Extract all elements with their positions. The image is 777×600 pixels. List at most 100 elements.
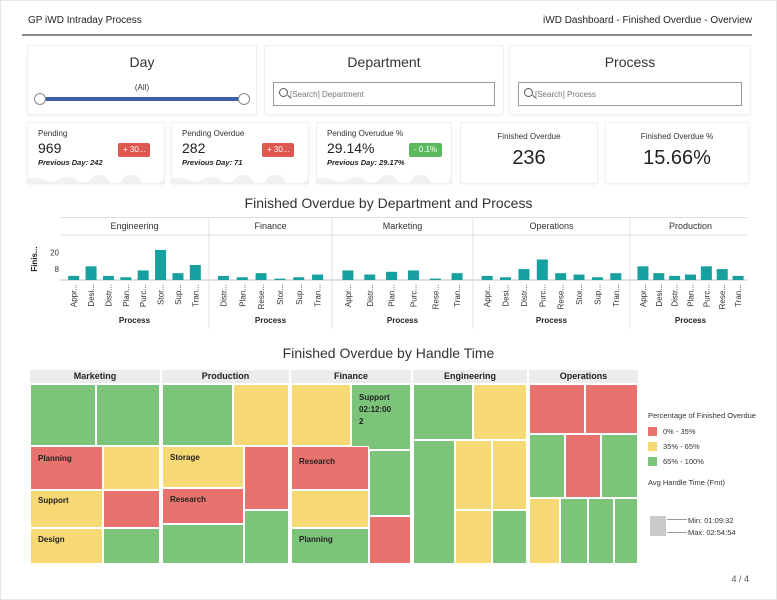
x-tick-label: Distr... [671,284,680,307]
treemap-cell[interactable] [455,440,492,510]
bar [85,266,97,280]
breadcrumb[interactable]: iWD Dashboard - Finished Overdue - Overv… [543,15,752,26]
treemap-cell-finance-support[interactable] [351,384,411,450]
treemap-cell[interactable] [244,446,289,510]
bar [555,273,567,280]
day-slider-start-handle[interactable] [34,93,46,105]
day-slider-end-handle[interactable] [238,93,250,105]
department-search-input[interactable] [290,87,490,102]
treemap-cell[interactable] [455,510,492,564]
department-filter-title: Department [347,54,421,70]
treemap-cell[interactable] [103,446,160,490]
process-search-box[interactable] [518,82,742,106]
treemap-cell-marketing-design[interactable] [30,528,103,564]
bar [217,275,229,280]
treemap-label: 02:12:00 [359,405,392,414]
treemap-cell[interactable] [601,434,638,498]
day-filter: Day (All) [28,46,256,114]
x-tick-label: Plan... [388,284,397,307]
x-tick-label: Desi... [87,284,96,307]
kpi-pending-overdue-pct-change-badge: - 0.1% [409,143,443,157]
x-tick-label: Tran... [191,284,200,307]
search-icon [524,88,533,97]
treemap-cell[interactable] [492,510,527,564]
treemap-cell[interactable] [614,498,638,564]
kpi-pending-overdue-pct-value: 29.14% [327,140,375,156]
legend-item[interactable]: 65% - 100% [648,457,758,472]
treemap-cell[interactable] [291,490,369,528]
treemap-cell[interactable] [529,498,560,564]
x-tick-label: Rese... [431,284,440,309]
treemap-cell[interactable] [291,384,351,446]
kpi-pending-overdue-change-badge: + 30... [262,143,295,157]
kpi-finished-overdue: Finished Overdue 236 [461,123,597,183]
x-tick-label: Plan... [238,284,247,307]
treemap-cell-production-research[interactable] [162,488,244,524]
treemap-cell[interactable] [369,516,411,564]
treemap-cell[interactable] [369,450,411,516]
treemap-cell[interactable] [565,434,601,498]
treemap-cell[interactable] [162,524,244,564]
treemap-cell[interactable] [233,384,289,446]
treemap-label: Research [299,457,336,466]
x-tick-label: Appr... [70,284,79,307]
legend-swatch-yellow [648,442,657,451]
x-tick-label: Distr... [219,284,228,307]
x-tick-label: Stor... [575,284,584,305]
treemap-cell-marketing-planning[interactable] [30,446,103,490]
treemap-cell[interactable] [588,498,614,564]
treemap-cell[interactable] [585,384,638,434]
department-search-box[interactable] [273,82,495,106]
bar [429,278,441,280]
treemap-cell[interactable] [560,498,588,564]
legend-item[interactable]: 35% - 65% [648,442,758,457]
x-tick-label: Rese... [557,284,566,309]
page-header: GP iWD Intraday Process iWD Dashboard - … [22,0,752,36]
treemap-cell[interactable] [162,384,233,446]
day-slider-track[interactable] [40,97,244,101]
treemap-cell-marketing-support[interactable] [30,490,103,528]
facet-header-marketing: Marketing [383,221,423,231]
x-axis-label: Process [387,316,419,325]
treemap-cell-finance-research[interactable] [291,446,369,490]
treemap-label: Support [359,393,390,402]
treemap-cell[interactable] [492,440,527,510]
bar [236,277,248,280]
treemap-cell-production-storage[interactable] [162,446,244,488]
x-tick-label: Plan... [687,284,696,307]
handle-time-treemap: Marketing Production Finance Engineering… [30,370,638,564]
treemap-cell[interactable] [529,434,565,498]
bar [386,271,398,280]
legend-swatch-green [648,457,657,466]
process-search-input[interactable] [535,87,737,102]
facet-header-operations: Operations [529,221,574,231]
process-filter: Process [510,46,750,114]
treemap-cell[interactable] [103,528,160,564]
bar [481,275,493,280]
x-tick-label: Purc... [139,284,148,307]
treemap-cell[interactable] [103,490,160,528]
treemap-label: Planning [299,535,333,544]
x-tick-label: Distr... [366,284,375,307]
treemap-cell[interactable] [413,384,473,440]
kpi-pending-overdue-previous: Previous Day: 71 [182,158,243,167]
kpi-pending-overdue-value: 282 [182,140,206,156]
legend-item[interactable]: 0% - 35% [648,427,758,442]
x-tick-label: Appr... [483,284,492,307]
kpi-finished-overdue-value: 236 [512,147,546,169]
bar [68,275,80,280]
treemap-cell[interactable] [413,440,455,564]
page-indicator[interactable]: 4 / 4 [731,574,749,584]
bar [732,275,744,280]
treemap-cell[interactable] [529,384,585,434]
kpi-pending-overdue-pct: Pending Overudue % 29.14% - 0.1% Previou… [317,123,451,183]
treemap-cell[interactable] [244,510,289,564]
x-axis-label: Process [119,316,151,325]
x-tick-label: Desi... [655,284,664,307]
treemap-cell-finance-planning[interactable] [291,528,369,564]
bar [155,249,167,280]
treemap-cell[interactable] [473,384,527,440]
treemap-cell[interactable] [96,384,160,446]
department-process-chart: Finis... 8 20 Engineering Appr... Desi... Dist… [28,217,747,329]
treemap-cell[interactable] [30,384,96,446]
